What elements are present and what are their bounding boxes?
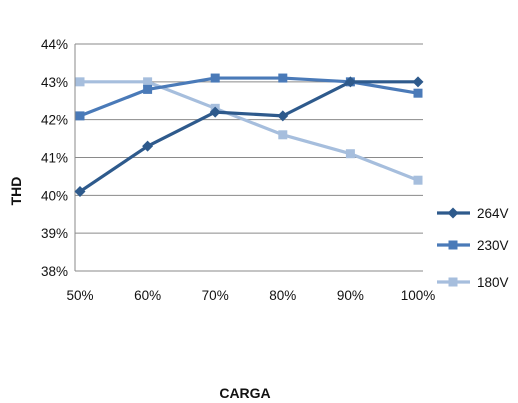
y-tick-label: 44%: [41, 37, 68, 52]
series-line: [80, 80, 419, 182]
data-point-marker: [413, 175, 423, 185]
data-point-marker: [209, 106, 221, 118]
data-point-marker: [447, 207, 459, 219]
y-tick-label: 42%: [41, 113, 68, 128]
legend-label: 230V: [477, 238, 509, 253]
series-line: [79, 80, 418, 193]
data-point-marker: [143, 84, 153, 94]
series-line: [79, 76, 419, 118]
y-tick-label: 38%: [41, 264, 68, 279]
y-tick-label: 43%: [41, 75, 68, 90]
data-point-marker: [277, 110, 289, 122]
data-point-marker: [448, 277, 458, 287]
y-axis-title: THD: [8, 177, 24, 206]
y-tick-label: 40%: [41, 188, 68, 203]
data-point-marker: [278, 130, 288, 140]
data-point-marker: [75, 111, 85, 121]
x-tick-label: 50%: [66, 288, 93, 303]
data-point-marker: [143, 77, 153, 87]
data-point-marker: [210, 73, 220, 83]
y-tick-label: 41%: [41, 151, 68, 166]
x-tick-label: 60%: [134, 288, 161, 303]
data-point-marker: [345, 149, 355, 159]
x-tick-label: 100%: [401, 288, 436, 303]
series-264V: [74, 76, 424, 198]
legend-label: 264V: [477, 206, 509, 221]
legend: 264V 230V 180V: [437, 206, 509, 290]
legend-item: 230V: [437, 238, 509, 253]
y-axis-ticks: 38% 39% 40% 41% 42% 43% 44%: [41, 37, 68, 279]
series-180V: [75, 77, 423, 185]
x-axis-ticks: 50% 60% 70% 80% 90% 100%: [66, 288, 435, 303]
data-point-marker: [344, 76, 356, 88]
data-point-marker: [448, 240, 458, 250]
data-point-marker: [142, 140, 154, 152]
data-point-marker: [412, 76, 424, 88]
data-point-marker: [413, 88, 423, 98]
x-axis-title: CARGA: [219, 385, 270, 401]
legend-item: 180V: [437, 275, 509, 290]
data-point-marker: [278, 73, 288, 83]
data-point-marker: [75, 77, 85, 87]
y-tick-label: 39%: [41, 226, 68, 241]
series-lines: [74, 73, 424, 198]
x-tick-label: 80%: [269, 288, 296, 303]
data-point-marker: [74, 186, 86, 198]
x-tick-label: 90%: [337, 288, 364, 303]
x-tick-label: 70%: [202, 288, 229, 303]
legend-label: 180V: [477, 275, 509, 290]
legend-item: 264V: [437, 206, 509, 221]
